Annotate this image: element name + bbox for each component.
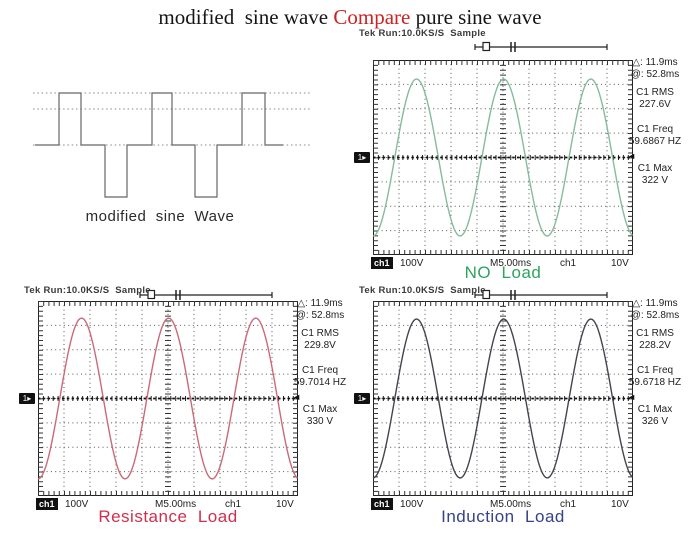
trigger-source: ch1 <box>560 258 577 269</box>
timebase: M5.00ms <box>155 499 197 510</box>
diagram-caption: modified sine Wave <box>85 208 235 225</box>
scale-row: ch1 100V M5.00ms ch1 10V <box>371 498 633 511</box>
rms-readout: C1 RMS 228.2V <box>636 328 674 351</box>
load-label: Resistance Load <box>98 507 238 526</box>
cursor-readout: △: 11.9ms @: 52.8ms <box>295 298 345 321</box>
channel-scale: 100V <box>400 258 424 269</box>
title-left: modified sine wave <box>158 5 334 29</box>
modified-sine-trace <box>35 92 283 198</box>
trigger-scale: 10V <box>611 499 629 510</box>
scale-row: ch1 100V M5.00ms ch1 10V <box>371 257 633 270</box>
cursor-readout: △: 11.9ms @: 52.8ms <box>630 57 680 80</box>
title-highlight: Compare <box>333 5 411 29</box>
oscilloscope-resistance-load: Tek Run:10.0KS/S Sample 1▸ ◄ △: 11.9ms @:… <box>19 285 346 526</box>
measurements-panel: △: 11.9ms @: 52.8ms C1 RMS 228.2V C1 Freq 5… <box>613 298 697 428</box>
trigger-source: ch1 <box>560 499 577 510</box>
waveform-trace <box>372 318 634 479</box>
trigger-level-arrow-icon: ◄ <box>627 151 636 161</box>
measurements-panel: △: 11.9ms @: 52.8ms C1 RMS 229.8V C1 Freq 5… <box>278 298 362 428</box>
oscilloscope-no-load: Tek Run:10.0KS/S Sample 1▸ ◄ △: 11.9ms @:… <box>354 28 681 282</box>
measurements-panel: △: 11.9ms @: 52.8ms C1 RMS 227.6V C1 Freq 5… <box>613 57 697 187</box>
scope-header: Tek Run:10.0KS/S Sample <box>359 28 486 39</box>
modified-sine-diagram <box>33 92 311 198</box>
graticule <box>373 60 633 255</box>
max-readout: C1 Max 326 V <box>637 404 673 427</box>
channel1-marker-icon: 1▸ <box>19 393 35 404</box>
graticule <box>373 301 633 496</box>
cursor-readout: △: 11.9ms @: 52.8ms <box>630 298 680 321</box>
channel-scale: 100V <box>400 499 424 510</box>
channel-scale: 100V <box>65 499 89 510</box>
waveform-trace <box>372 78 634 237</box>
max-readout: C1 Max 330 V <box>302 404 338 427</box>
trigger-scale: 10V <box>611 258 629 269</box>
page-title: modified sine wave Compare pure sine wav… <box>0 5 700 30</box>
graticule <box>38 301 298 496</box>
trigger-position-bar <box>139 289 273 300</box>
channel1-marker-icon: 1▸ <box>354 152 370 163</box>
rms-readout: C1 RMS 227.6V <box>636 87 674 110</box>
trigger-position-bar <box>474 289 608 300</box>
channel1-marker-icon: 1▸ <box>354 393 370 404</box>
scope-screen <box>372 289 634 496</box>
scope-screen <box>372 41 634 255</box>
scope-header: Tek Run:10.0KS/S Sample <box>359 285 486 296</box>
load-label: Induction Load <box>441 507 565 526</box>
scope-header: Tek Run:10.0KS/S Sample <box>24 285 151 296</box>
rms-readout: C1 RMS 229.8V <box>301 328 339 351</box>
trigger-level-arrow-icon: ◄ <box>627 392 636 402</box>
oscilloscope-induction-load: Tek Run:10.0KS/S Sample 1▸ ◄ △: 11.9ms @:… <box>354 285 681 526</box>
channel-badge: ch1 <box>371 257 393 269</box>
scale-row: ch1 100V M5.00ms ch1 10V <box>36 498 298 511</box>
freq-readout: C1 Freq 59.7014 HZ <box>293 365 347 388</box>
channel-badge: ch1 <box>36 498 58 510</box>
trigger-level-arrow-icon: ◄ <box>292 392 301 402</box>
freq-readout: C1 Freq 59.6867 HZ <box>628 124 682 147</box>
trigger-source: ch1 <box>225 499 242 510</box>
waveform-trace <box>37 317 299 480</box>
channel-badge: ch1 <box>371 498 393 510</box>
scope-screen <box>37 289 299 496</box>
timebase: M5.00ms <box>490 258 532 269</box>
title-right: pure sine wave <box>410 5 542 29</box>
timebase: M5.00ms <box>490 499 532 510</box>
trigger-position-bar <box>474 41 608 52</box>
freq-readout: C1 Freq 59.6718 HZ <box>628 365 682 388</box>
load-label: NO Load <box>464 263 542 282</box>
trigger-scale: 10V <box>276 499 294 510</box>
max-readout: C1 Max 322 V <box>637 163 673 186</box>
